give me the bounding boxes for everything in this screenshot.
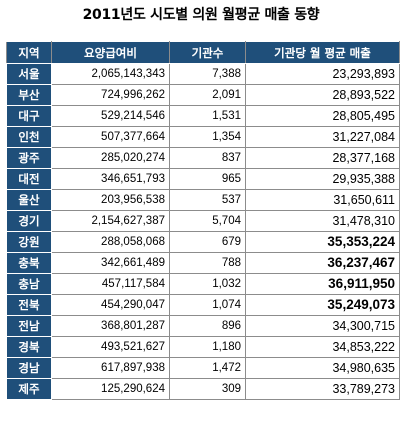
region-cell: 강원 bbox=[6, 231, 52, 253]
benefit-cell: 454,290,047 bbox=[51, 294, 170, 316]
average-sales-cell: 34,300,715 bbox=[245, 315, 400, 337]
table-row: 광주 285,020,274 837 28,377,168 bbox=[6, 147, 400, 169]
benefit-cell: 2,065,143,343 bbox=[51, 63, 170, 85]
table-row: 서울 2,065,143,343 7,388 23,293,893 bbox=[6, 63, 400, 85]
count-cell: 5,704 bbox=[169, 210, 246, 232]
table-row: 대구 529,214,546 1,531 28,805,495 bbox=[6, 105, 400, 127]
region-cell: 경남 bbox=[6, 357, 52, 379]
count-cell: 1,354 bbox=[169, 126, 246, 148]
table-row: 대전 346,651,793 965 29,935,388 bbox=[6, 168, 400, 190]
benefit-cell: 285,020,274 bbox=[51, 147, 170, 169]
benefit-cell: 724,996,262 bbox=[51, 84, 170, 106]
average-sales-cell: 28,805,495 bbox=[245, 105, 400, 127]
table-row: 울산 203,956,538 537 31,650,611 bbox=[6, 189, 400, 211]
average-sales-cell: 34,853,222 bbox=[245, 336, 400, 358]
table-row: 충북 342,661,489 788 36,237,467 bbox=[6, 252, 400, 274]
page-title: 2011년도 시도별 의원 월평균 매출 동향 bbox=[82, 7, 320, 23]
table-row: 전남 368,801,287 896 34,300,715 bbox=[6, 315, 400, 337]
region-cell: 전북 bbox=[6, 294, 52, 316]
count-cell: 7,388 bbox=[169, 63, 246, 85]
column-header-count: 기관수 bbox=[169, 41, 246, 64]
table-row: 부산 724,996,262 2,091 28,893,522 bbox=[6, 84, 400, 106]
region-cell: 제주 bbox=[6, 378, 52, 400]
sales-table: 지역 요양급여비 기관수 기관당 월 평균 매출 서울 2,065,143,343… bbox=[6, 41, 400, 400]
average-sales-cell: 35,249,073 bbox=[245, 294, 400, 316]
benefit-cell: 203,956,538 bbox=[51, 189, 170, 211]
region-cell: 대전 bbox=[6, 168, 52, 190]
region-cell: 광주 bbox=[6, 147, 52, 169]
average-sales-cell: 36,237,467 bbox=[245, 252, 400, 274]
column-header-average: 기관당 월 평균 매출 bbox=[245, 41, 400, 64]
region-cell: 부산 bbox=[6, 84, 52, 106]
count-cell: 679 bbox=[169, 231, 246, 253]
region-cell: 전남 bbox=[6, 315, 52, 337]
count-cell: 837 bbox=[169, 147, 246, 169]
benefit-cell: 125,290,624 bbox=[51, 378, 170, 400]
average-sales-cell: 35,353,224 bbox=[245, 231, 400, 253]
table-row: 경남 617,897,938 1,472 34,980,635 bbox=[6, 357, 400, 379]
table-row: 전북 454,290,047 1,074 35,249,073 bbox=[6, 294, 400, 316]
benefit-cell: 529,214,546 bbox=[51, 105, 170, 127]
table-row: 강원 288,058,068 679 35,353,224 bbox=[6, 231, 400, 253]
count-cell: 1,032 bbox=[169, 273, 246, 295]
column-header-region: 지역 bbox=[6, 41, 52, 64]
region-cell: 경기 bbox=[6, 210, 52, 232]
region-cell: 경북 bbox=[6, 336, 52, 358]
count-cell: 965 bbox=[169, 168, 246, 190]
region-cell: 대구 bbox=[6, 105, 52, 127]
average-sales-cell: 33,789,273 bbox=[245, 378, 400, 400]
count-cell: 788 bbox=[169, 252, 246, 274]
average-sales-cell: 36,911,950 bbox=[245, 273, 400, 295]
table-row: 경북 493,521,627 1,180 34,853,222 bbox=[6, 336, 400, 358]
table-row: 제주 125,290,624 309 33,789,273 bbox=[6, 378, 400, 400]
benefit-cell: 346,651,793 bbox=[51, 168, 170, 190]
count-cell: 537 bbox=[169, 189, 246, 211]
average-sales-cell: 28,377,168 bbox=[245, 147, 400, 169]
table-header: 지역 요양급여비 기관수 기관당 월 평균 매출 bbox=[6, 41, 400, 64]
count-cell: 896 bbox=[169, 315, 246, 337]
average-sales-cell: 31,650,611 bbox=[245, 189, 400, 211]
count-cell: 1,074 bbox=[169, 294, 246, 316]
count-cell: 2,091 bbox=[169, 84, 246, 106]
count-cell: 1,180 bbox=[169, 336, 246, 358]
header-row: 지역 요양급여비 기관수 기관당 월 평균 매출 bbox=[6, 41, 400, 64]
average-sales-cell: 28,893,522 bbox=[245, 84, 400, 106]
benefit-cell: 493,521,627 bbox=[51, 336, 170, 358]
average-sales-cell: 31,227,084 bbox=[245, 126, 400, 148]
table-body: 서울 2,065,143,343 7,388 23,293,893 부산 724,996,… bbox=[6, 63, 400, 400]
count-cell: 1,472 bbox=[169, 357, 246, 379]
count-cell: 309 bbox=[169, 378, 246, 400]
region-cell: 인천 bbox=[6, 126, 52, 148]
count-cell: 1,531 bbox=[169, 105, 246, 127]
region-cell: 충북 bbox=[6, 252, 52, 274]
column-header-benefit: 요양급여비 bbox=[51, 41, 170, 64]
average-sales-cell: 29,935,388 bbox=[245, 168, 400, 190]
benefit-cell: 368,801,287 bbox=[51, 315, 170, 337]
average-sales-cell: 31,478,310 bbox=[245, 210, 400, 232]
benefit-cell: 617,897,938 bbox=[51, 357, 170, 379]
table-row: 충남 457,117,584 1,032 36,911,950 bbox=[6, 273, 400, 295]
benefit-cell: 288,058,068 bbox=[51, 231, 170, 253]
benefit-cell: 2,154,627,387 bbox=[51, 210, 170, 232]
benefit-cell: 342,661,489 bbox=[51, 252, 170, 274]
table-row: 경기 2,154,627,387 5,704 31,478,310 bbox=[6, 210, 400, 232]
benefit-cell: 507,377,664 bbox=[51, 126, 170, 148]
region-cell: 서울 bbox=[6, 63, 52, 85]
average-sales-cell: 23,293,893 bbox=[245, 63, 400, 85]
table-row: 인천 507,377,664 1,354 31,227,084 bbox=[6, 126, 400, 148]
region-cell: 울산 bbox=[6, 189, 52, 211]
average-sales-cell: 34,980,635 bbox=[245, 357, 400, 379]
benefit-cell: 457,117,584 bbox=[51, 273, 170, 295]
region-cell: 충남 bbox=[6, 273, 52, 295]
